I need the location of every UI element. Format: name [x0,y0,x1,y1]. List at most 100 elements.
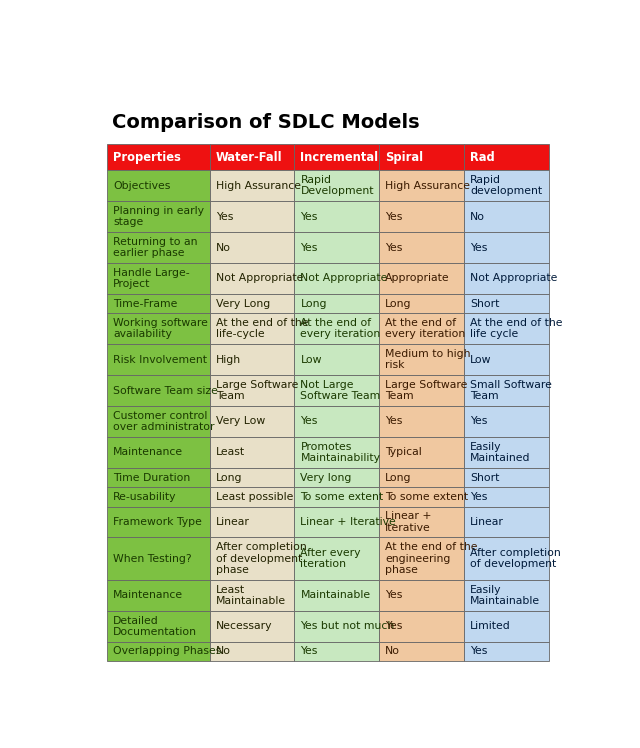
Text: After completion
of development
phase: After completion of development phase [216,542,307,575]
Text: Easily
Maintainable: Easily Maintainable [470,585,540,606]
Bar [210,144,294,171]
Bar [210,611,294,642]
Bar [464,263,548,294]
Text: Properties: Properties [113,151,181,164]
Text: Necessary: Necessary [216,622,272,631]
Text: Yes: Yes [385,242,403,253]
Text: Least possible: Least possible [216,492,293,502]
Bar [464,313,548,344]
Bar [380,611,464,642]
Text: Large Software
Team: Large Software Team [216,380,298,401]
Text: Very long: Very long [300,473,352,482]
Bar [464,201,548,232]
Text: Long: Long [300,298,327,309]
Text: Linear +
Iterative: Linear + Iterative [385,512,431,533]
Bar [294,313,380,344]
Text: Yes: Yes [300,212,318,221]
Bar [464,375,548,406]
Bar [210,344,294,375]
Bar [108,406,210,437]
Bar [108,537,210,580]
Text: Small Software
Team: Small Software Team [470,380,552,401]
Bar [380,263,464,294]
Bar [294,375,380,406]
Bar [294,611,380,642]
Bar [210,201,294,232]
Text: Not Appropriate: Not Appropriate [300,274,388,283]
Bar [380,294,464,313]
Text: No: No [385,646,400,657]
Bar [294,642,380,661]
Bar [210,506,294,537]
Text: Maintenance: Maintenance [113,447,183,457]
Text: Limited: Limited [470,622,511,631]
Text: Comparison of SDLC Models: Comparison of SDLC Models [112,113,420,132]
Text: No: No [470,212,485,221]
Text: To some extent: To some extent [385,492,468,502]
Bar [108,201,210,232]
Text: No: No [216,242,230,253]
Bar [464,611,548,642]
Bar [294,201,380,232]
Bar [210,375,294,406]
Text: Least
Maintainable: Least Maintainable [216,585,286,606]
Bar [108,294,210,313]
Bar [294,468,380,487]
Text: Spiral: Spiral [385,151,423,164]
Text: Yes: Yes [385,622,403,631]
Text: Water-Fall: Water-Fall [216,151,282,164]
Bar [464,344,548,375]
Text: Yes: Yes [470,242,487,253]
Text: Maintenance: Maintenance [113,590,183,601]
Bar [380,171,464,201]
Text: Rapid
Development: Rapid Development [300,175,374,196]
Bar [210,263,294,294]
Bar [464,294,548,313]
Bar [464,580,548,611]
Bar [380,506,464,537]
Text: No: No [216,646,230,657]
Bar [464,171,548,201]
Text: Yes: Yes [300,646,318,657]
Bar [380,232,464,263]
Bar [464,468,548,487]
Text: Planning in early
stage: Planning in early stage [113,206,204,227]
Text: Low: Low [300,355,322,364]
Text: Yes: Yes [385,590,403,601]
Bar [380,437,464,468]
Bar [380,406,464,437]
Bar [210,437,294,468]
Text: Yes: Yes [385,417,403,426]
Text: Easily
Maintained: Easily Maintained [470,442,531,463]
Bar [380,537,464,580]
Bar [464,642,548,661]
Bar [210,487,294,506]
Bar [210,232,294,263]
Text: Yes: Yes [300,242,318,253]
Text: Yes: Yes [300,417,318,426]
Text: At the end of the
engineering
phase: At the end of the engineering phase [385,542,477,575]
Bar [464,406,548,437]
Bar [294,294,380,313]
Bar [210,171,294,201]
Bar [464,506,548,537]
Text: High Assurance: High Assurance [216,181,301,191]
Text: Large Software
Team: Large Software Team [385,380,468,401]
Bar [108,487,210,506]
Text: Rapid
development: Rapid development [470,175,542,196]
Bar [294,171,380,201]
Text: At the end of
every iteration: At the end of every iteration [385,318,465,340]
Text: High: High [216,355,241,364]
Text: Long: Long [216,473,242,482]
Bar [108,611,210,642]
Text: Long: Long [385,473,412,482]
Text: Typical: Typical [385,447,422,457]
Bar [380,344,464,375]
Text: Time Duration: Time Duration [113,473,191,482]
Bar [294,487,380,506]
Bar [294,144,380,171]
Text: Medium to high
risk: Medium to high risk [385,349,470,370]
Bar [464,144,548,171]
Bar [294,344,380,375]
Text: Incremental: Incremental [300,151,378,164]
